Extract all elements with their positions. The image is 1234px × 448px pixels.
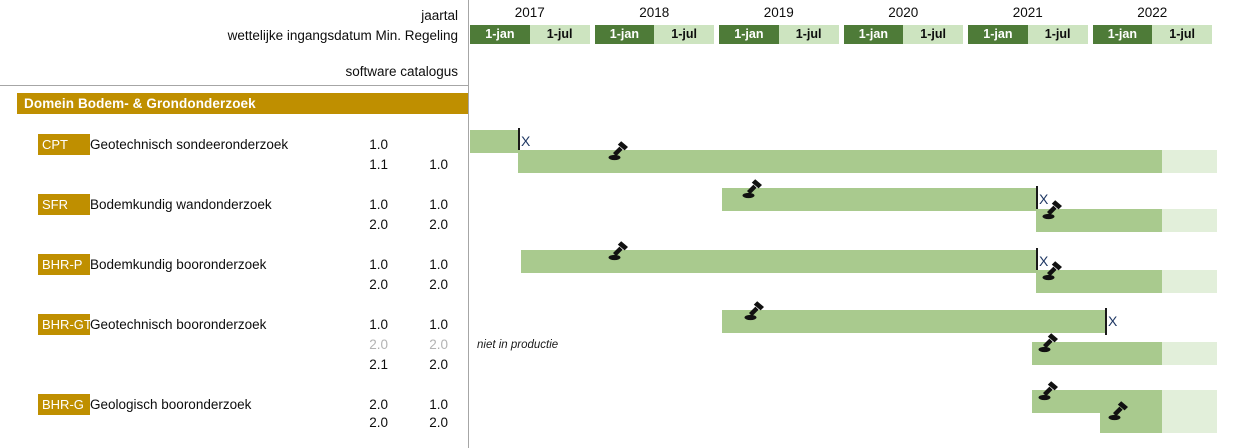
timeline-bar[interactable] — [1100, 410, 1162, 433]
catalog-version-number: 2.0 — [429, 357, 448, 372]
end-of-life-tick — [1036, 248, 1038, 275]
version-number: 2.0 — [369, 415, 388, 430]
year-label: 2017 — [514, 5, 545, 20]
timeline-bar-future — [1162, 150, 1217, 173]
x-marker: X — [1108, 313, 1118, 329]
half-jan-2017: 1-jan — [470, 24, 530, 44]
note-niet-in-productie: niet in productie — [477, 339, 559, 351]
year-halves: 1-jan 1-jul — [968, 24, 1088, 44]
catalog-version-number: 2.0 — [429, 337, 448, 352]
object-name: Bodemkundig wandonderzoek — [90, 197, 272, 212]
year-column-2020: 2020 1-jan 1-jul — [843, 5, 963, 44]
half-jan-2020: 1-jan — [843, 24, 904, 44]
object-tag-bhr-p: BHR-P — [38, 254, 90, 275]
half-jan-2018: 1-jan — [594, 24, 655, 44]
catalog-version-number: 2.0 — [429, 277, 448, 292]
timeline-bar[interactable] — [521, 250, 1036, 273]
timeline-bar-future — [1162, 270, 1217, 293]
half-jan-2022: 1-jan — [1092, 24, 1153, 44]
year-label: 2019 — [763, 5, 794, 20]
header-label-jaartal: jaartal — [421, 8, 458, 23]
x-marker: X — [521, 133, 531, 149]
object-name: Geotechnisch sondeeronderzoek — [90, 137, 289, 152]
column-divider — [468, 0, 469, 448]
timeline-bar[interactable] — [1032, 390, 1162, 413]
version-number: 1.0 — [369, 317, 388, 332]
half-jul-2022: 1-jul — [1152, 24, 1212, 44]
version-number: 1.1 — [369, 157, 388, 172]
timeline-bar-future — [1162, 410, 1217, 433]
year-column-2019: 2019 1-jan 1-jul — [719, 6, 839, 44]
timeline-bar[interactable] — [722, 310, 1105, 333]
header-label-wettelijke-ingangsdatum: wettelijke ingangsdatum Min. Regeling — [227, 28, 458, 43]
year-label: 2018 — [639, 5, 670, 20]
year-halves: 1-jan 1-jul — [470, 24, 590, 44]
version-number: 1.0 — [369, 137, 388, 152]
timeline-bar[interactable] — [470, 130, 518, 153]
timeline-bar-future — [1162, 342, 1217, 365]
version-number: 2.0 — [369, 217, 388, 232]
end-of-life-tick — [1036, 186, 1038, 213]
half-jan-2021: 1-jan — [968, 24, 1028, 44]
x-marker: X — [1039, 191, 1049, 207]
year-label: 2020 — [888, 5, 919, 20]
version-number: 2.0 — [369, 397, 388, 412]
version-number: 1.0 — [369, 197, 388, 212]
half-jul-2019: 1-jul — [778, 24, 839, 44]
half-jan-2019: 1-jan — [719, 24, 779, 44]
object-tag-sfr: SFR — [38, 194, 90, 215]
object-tag-bhr-g: BHR-G — [38, 394, 90, 415]
catalog-version-number: 1.0 — [429, 257, 448, 272]
year-halves: 1-jan 1-jul — [594, 24, 714, 44]
year-halves: 1-jan 1-jul — [719, 24, 839, 44]
end-of-life-tick — [518, 128, 520, 155]
timeline-bar[interactable] — [518, 150, 1162, 173]
header-divider — [0, 85, 468, 86]
timeline-bar[interactable] — [1036, 270, 1162, 293]
year-column-2018: 2018 1-jan 1-jul — [594, 5, 714, 44]
year-halves: 1-jan 1-jul — [1092, 24, 1212, 44]
object-tag-cpt: CPT — [38, 134, 90, 155]
catalog-version-number: 2.0 — [429, 217, 448, 232]
half-jul-2021: 1-jul — [1027, 24, 1088, 44]
timeline-bar[interactable] — [1036, 209, 1162, 232]
year-column-2022: 2022 1-jan 1-jul — [1092, 5, 1212, 44]
version-number: 1.0 — [369, 257, 388, 272]
year-column-2021: 2021 1-jan 1-jul — [968, 6, 1088, 44]
year-label: 2022 — [1137, 5, 1168, 20]
version-number: 2.0 — [369, 277, 388, 292]
header-label-software-catalogus: software catalogus — [345, 64, 458, 79]
timeline-bar[interactable] — [1032, 342, 1162, 365]
object-name: Geologisch booronderzoek — [90, 397, 252, 412]
object-tag-bhr-gt: BHR-GT — [38, 314, 90, 335]
year-halves: 1-jan 1-jul — [843, 24, 963, 44]
domain-title: Domein Bodem- & Grondonderzoek — [24, 96, 256, 111]
half-jul-2017: 1-jul — [529, 24, 590, 44]
half-jul-2018: 1-jul — [654, 24, 714, 44]
end-of-life-tick — [1105, 308, 1107, 335]
version-number: 2.0 — [369, 337, 388, 352]
timeline-bar-future — [1162, 390, 1217, 413]
object-name: Geotechnisch booronderzoek — [90, 317, 267, 332]
year-label: 2021 — [1012, 5, 1043, 20]
catalog-version-number: 1.0 — [429, 197, 448, 212]
domain-band: Domein Bodem- & Grondonderzoek — [17, 93, 468, 114]
timeline-bar-future — [1162, 209, 1217, 232]
catalog-version-number: 1.0 — [429, 157, 448, 172]
half-jul-2020: 1-jul — [903, 24, 963, 44]
catalog-version-number: 1.0 — [429, 397, 448, 412]
object-name: Bodemkundig booronderzoek — [90, 257, 267, 272]
version-number: 2.1 — [369, 357, 388, 372]
catalog-version-number: 1.0 — [429, 317, 448, 332]
x-marker: X — [1039, 253, 1049, 269]
timeline-bar[interactable] — [722, 188, 1036, 211]
catalog-version-number: 2.0 — [429, 415, 448, 430]
year-column-2017: 2017 1-jan 1-jul — [470, 6, 590, 44]
